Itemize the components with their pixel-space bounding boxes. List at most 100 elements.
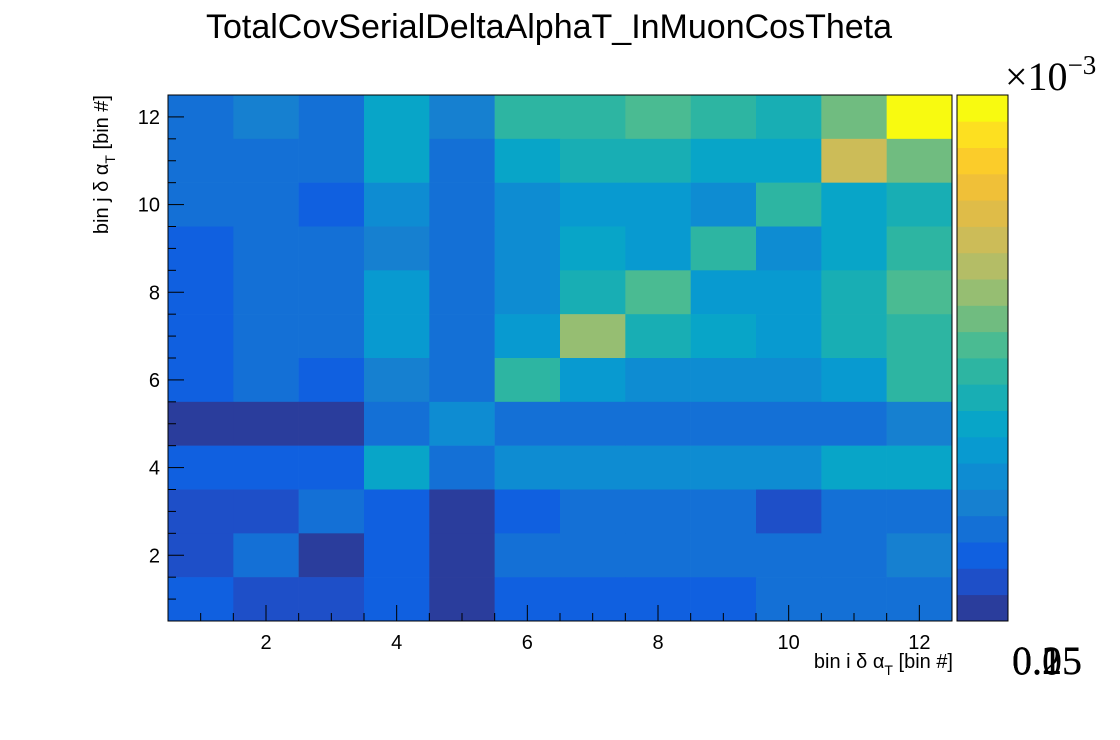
y-tick-label: 12 (138, 107, 160, 129)
heatmap-cell (494, 270, 561, 315)
heatmap-cell (625, 182, 691, 227)
x-tick-label: 8 (652, 632, 663, 654)
color-scale-bar (956, 94, 1009, 622)
heatmap-cell (756, 182, 822, 227)
heatmap-cell (886, 445, 953, 490)
heatmap-cell (494, 533, 561, 578)
heatmap-cell (298, 138, 365, 183)
color-scale-multiplier: ×10−3 (1005, 50, 1096, 99)
heatmap-cell (298, 95, 365, 140)
heatmap-cell (560, 533, 626, 578)
heatmap-cell (821, 489, 887, 534)
color-scale-ticks: 0.050.10.150.2 (1012, 638, 1082, 683)
heatmap-cell (233, 445, 299, 490)
color-scale-segment (957, 489, 1008, 517)
heatmap-cell (298, 401, 365, 446)
y-tick-label: 2 (149, 545, 160, 567)
heatmap-cell (560, 182, 626, 227)
y-tick-label: 6 (149, 370, 160, 392)
heatmap-cell (690, 226, 757, 271)
heatmap-cell (625, 226, 691, 271)
heatmap-cell (494, 489, 561, 534)
heatmap-cell (494, 226, 561, 271)
heatmap-cell (494, 358, 561, 403)
heatmap-cell (625, 489, 691, 534)
heatmap-cell (756, 270, 822, 315)
heatmap-cell (886, 182, 953, 227)
heatmap-cell (690, 270, 757, 315)
color-scale-segment (957, 147, 1008, 175)
heatmap-cell (494, 182, 561, 227)
heatmap-cell (298, 182, 365, 227)
heatmap-cell (364, 533, 430, 578)
heatmap-cell (429, 95, 495, 140)
heatmap-cell (625, 270, 691, 315)
heatmap-cell (364, 489, 430, 534)
heatmap-cell (560, 138, 626, 183)
heatmap-cell (168, 401, 234, 446)
heatmap-cell (233, 138, 299, 183)
heatmap-cell (429, 445, 495, 490)
heatmap-cell (364, 314, 430, 359)
heatmap-cell (364, 138, 430, 183)
y-axis-title: bin j δ αT [bin #] (91, 95, 118, 234)
heatmap-cell (233, 533, 299, 578)
heatmap-cell (364, 401, 430, 446)
color-scale-segment (957, 121, 1008, 148)
heatmap-cell (233, 182, 299, 227)
heatmap-cell (886, 489, 953, 534)
color-scale-segment (957, 331, 1008, 359)
heatmap-cell (494, 95, 561, 140)
heatmap-cell (429, 226, 495, 271)
heatmap-cell (756, 226, 822, 271)
heatmap-cell (756, 533, 822, 578)
heatmap-cell (429, 401, 495, 446)
heatmap-cell (625, 314, 691, 359)
heatmap-cell (429, 270, 495, 315)
heatmap-cell (298, 533, 365, 578)
heatmap-cell (625, 95, 691, 140)
heatmap-cell (560, 358, 626, 403)
color-scale-segment (957, 384, 1008, 411)
heatmap-cell (168, 226, 234, 271)
heatmap-cell (233, 401, 299, 446)
heatmap-cell (886, 401, 953, 446)
heatmap-cell (756, 314, 822, 359)
heatmap-cell (690, 489, 757, 534)
heatmap-cell (168, 314, 234, 359)
heatmap-cell (886, 270, 953, 315)
heatmap-cell (690, 95, 757, 140)
heatmap-cell (494, 138, 561, 183)
y-axis-ticks: 2 4 6 8 10 12 (138, 107, 184, 600)
heatmap-cell (560, 226, 626, 271)
heatmap-cell (233, 95, 299, 140)
heatmap-cell (560, 401, 626, 446)
color-scale-segment (957, 594, 1008, 622)
chart-title: TotalCovSerialDeltaAlphaT_InMuonCosTheta (206, 8, 892, 46)
heatmap-cell (429, 489, 495, 534)
heatmap-cell (364, 182, 430, 227)
heatmap-cell (560, 314, 626, 359)
heatmap-cell (168, 489, 234, 534)
heatmap-cell (233, 358, 299, 403)
heatmap-cell (821, 401, 887, 446)
heatmap-cell (364, 445, 430, 490)
color-scale-segment (957, 358, 1008, 385)
color-scale-segment (957, 200, 1008, 227)
x-tick-label: 12 (908, 632, 930, 654)
color-scale-segment (957, 305, 1008, 333)
heatmap-cell (560, 445, 626, 490)
x-tick-label: 2 (260, 632, 271, 654)
heatmap-cell (886, 533, 953, 578)
x-axis-title: bin i δ αT [bin #] (814, 651, 953, 678)
heatmap-cell (756, 401, 822, 446)
heatmap-cell (298, 226, 365, 271)
heatmap-cell (821, 270, 887, 315)
y-tick-label: 4 (149, 458, 160, 480)
color-scale-segment (957, 515, 1008, 543)
heatmap-cell (886, 314, 953, 359)
heatmap-cell (886, 138, 953, 183)
heatmap-cell (494, 314, 561, 359)
heatmap-cell (233, 226, 299, 271)
